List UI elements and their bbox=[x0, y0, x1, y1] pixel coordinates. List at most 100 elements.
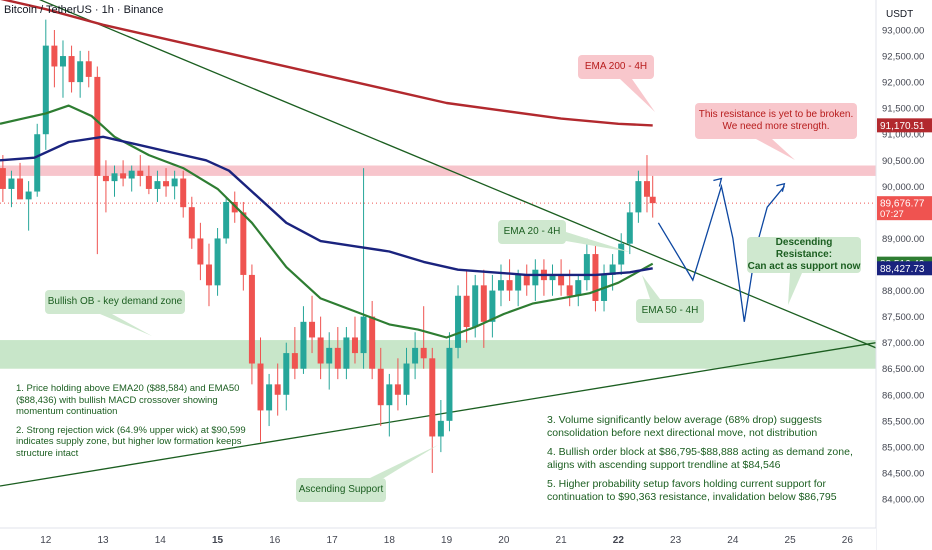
candle-body bbox=[412, 347, 419, 364]
y-tick-label: 87,500.00 bbox=[882, 312, 924, 323]
candle-body bbox=[343, 337, 350, 369]
resistance-callout: This resistance is yet to be broken. We … bbox=[695, 103, 857, 139]
resistance-pointer bbox=[756, 139, 795, 160]
y-tick-label: 87,000.00 bbox=[882, 338, 924, 349]
series-line bbox=[0, 104, 654, 339]
candle-body bbox=[180, 178, 187, 208]
candle-body bbox=[532, 269, 539, 286]
candle-body bbox=[77, 61, 84, 83]
symbol-title: Bitcoin / TetherUS · 1h · Binance bbox=[4, 4, 164, 16]
x-tick-label: 15 bbox=[212, 535, 224, 546]
candle-body bbox=[51, 45, 58, 67]
y-tick-label: 91,500.00 bbox=[882, 104, 924, 115]
ema20-callout: EMA 20 - 4H bbox=[498, 220, 566, 244]
candle-body bbox=[42, 45, 49, 135]
price-label-box bbox=[877, 261, 932, 276]
price-label-box bbox=[877, 118, 932, 133]
candle-body bbox=[34, 134, 41, 192]
x-tick-label: 25 bbox=[785, 535, 797, 546]
bullish-ob-pointer bbox=[100, 314, 152, 336]
candle-body bbox=[549, 274, 556, 281]
y-tick-label: 85,000.00 bbox=[882, 442, 924, 453]
candle-body bbox=[489, 290, 496, 322]
candle-body bbox=[523, 274, 530, 286]
candle-body bbox=[420, 347, 427, 359]
candle-body bbox=[291, 353, 298, 369]
candle-body bbox=[635, 181, 642, 213]
note-5: 5. Higher probability setup favors holdi… bbox=[547, 478, 837, 503]
y-tick-label: 90,500.00 bbox=[882, 156, 924, 167]
descending-resistance-callout: Descending Resistance: Can act as suppor… bbox=[747, 237, 861, 273]
candle-body bbox=[351, 337, 358, 354]
candle-body bbox=[85, 61, 92, 77]
x-tick-label: 23 bbox=[670, 535, 682, 546]
candle-body bbox=[120, 173, 127, 179]
analysis-notes-right: 3. Volume significantly below average (6… bbox=[547, 414, 859, 510]
y-tick-label: 91,000.00 bbox=[882, 130, 924, 141]
candle-body bbox=[326, 347, 333, 364]
candle-body bbox=[592, 254, 599, 301]
candle-body bbox=[566, 285, 573, 296]
ema50-pointer bbox=[642, 275, 660, 299]
projection-arrowhead bbox=[776, 182, 786, 192]
candle-body bbox=[455, 295, 462, 348]
currency-label: USDT bbox=[886, 9, 913, 20]
candle-body bbox=[68, 56, 75, 83]
note-3: 3. Volume significantly below average (6… bbox=[547, 414, 822, 439]
x-tick-label: 24 bbox=[727, 535, 739, 546]
candle-body bbox=[94, 76, 101, 176]
candle-body bbox=[403, 363, 410, 395]
candle-body bbox=[111, 173, 118, 182]
resistance-zone bbox=[0, 165, 876, 176]
y-tick-label: 84,500.00 bbox=[882, 468, 924, 479]
ascending-support-callout: Ascending Support bbox=[296, 478, 386, 502]
x-tick-label: 20 bbox=[498, 535, 510, 546]
candle-body bbox=[643, 181, 650, 197]
price-label-box bbox=[877, 196, 932, 221]
candle-body bbox=[171, 178, 178, 187]
candle-body bbox=[223, 201, 230, 239]
bullish-ob-callout: Bullish OB - key demand zone bbox=[45, 290, 185, 314]
candle-body bbox=[163, 181, 170, 187]
price-label: 91,170.51 bbox=[880, 121, 925, 132]
ema200-callout: EMA 200 - 4H bbox=[578, 55, 654, 79]
candle-body bbox=[283, 353, 290, 395]
demand-zone bbox=[0, 340, 876, 369]
y-tick-label: 92,500.00 bbox=[882, 52, 924, 63]
y-tick-label: 88,000.00 bbox=[882, 286, 924, 297]
ema200-pointer bbox=[620, 79, 655, 112]
note-4: 4. Bullish order block at $86,795-$88,88… bbox=[547, 446, 853, 471]
candle-body bbox=[429, 358, 436, 437]
candle-body bbox=[240, 212, 247, 275]
price-label-time: 07:27 bbox=[880, 209, 904, 220]
candle-body bbox=[334, 347, 341, 369]
candle-body bbox=[205, 264, 212, 286]
x-tick-label: 21 bbox=[556, 535, 568, 546]
candle-body bbox=[394, 384, 401, 395]
candle-body bbox=[558, 274, 565, 286]
ema50-callout: EMA 50 - 4H bbox=[636, 299, 704, 323]
candle-body bbox=[575, 280, 582, 296]
candle-body bbox=[515, 274, 522, 291]
x-tick-label: 26 bbox=[842, 535, 854, 546]
candle-body bbox=[257, 363, 264, 411]
candle-body bbox=[626, 212, 633, 244]
y-tick-label: 89,000.00 bbox=[882, 234, 924, 245]
y-tick-label: 84,000.00 bbox=[882, 495, 924, 506]
candle-body bbox=[360, 316, 367, 354]
note-1: 1. Price holding above EMA20 ($88,584) a… bbox=[16, 383, 240, 417]
projection-arrowhead bbox=[713, 177, 723, 187]
candle-body bbox=[154, 181, 161, 189]
candle-body bbox=[102, 175, 109, 182]
candle-body bbox=[248, 274, 255, 364]
ascending-support-trendline bbox=[0, 342, 876, 487]
candle-body bbox=[137, 170, 144, 176]
price-label: 88,427.73 bbox=[880, 264, 925, 275]
candle-body bbox=[188, 207, 195, 239]
candle-body bbox=[274, 384, 281, 395]
projection-path bbox=[657, 183, 785, 322]
x-tick-label: 12 bbox=[40, 535, 52, 546]
y-tick-label: 86,500.00 bbox=[882, 364, 924, 375]
candle-body bbox=[480, 285, 487, 322]
